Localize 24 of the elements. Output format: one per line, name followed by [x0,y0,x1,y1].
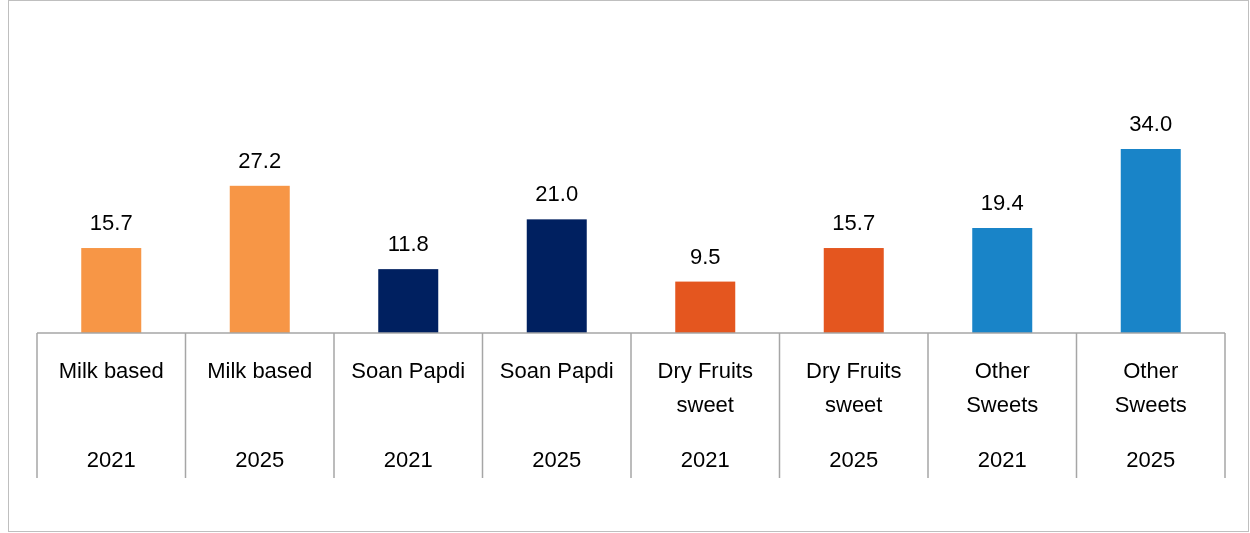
data-label: 19.4 [980,190,1024,216]
bar [378,269,439,333]
bar [229,185,290,333]
bar [1120,149,1181,333]
bar [675,281,736,333]
category-label: Other Sweets 2025 [1114,358,1187,472]
category-label: Dry Fruits sweet 2021 [657,358,753,472]
category-label: Soan Papdi 2025 [499,358,614,472]
category-label: Milk based 2025 [207,358,313,472]
bar [972,228,1033,333]
data-label: 9.5 [689,243,721,269]
bar [526,219,587,333]
category-label: Dry Fruits sweet 2025 [806,358,902,472]
data-label: 15.7 [832,210,876,236]
category-label: Soan Papdi 2021 [351,358,466,472]
bar [823,248,884,333]
data-label: 15.7 [89,210,133,236]
data-label: 11.8 [387,231,429,257]
data-label: 27.2 [238,147,282,173]
bar [81,248,142,333]
category-label: Milk based 2021 [58,358,164,472]
category-label: Other Sweets 2021 [966,358,1039,472]
data-label: 21.0 [535,181,579,207]
data-label: 34.0 [1129,111,1173,136]
